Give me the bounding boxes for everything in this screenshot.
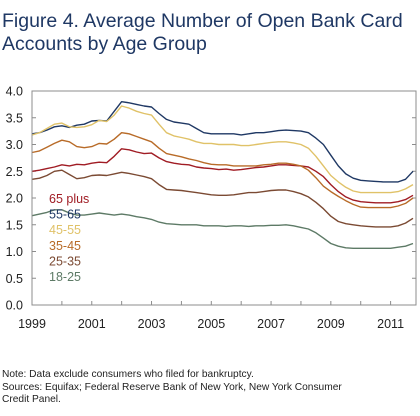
y-tick-label: 1.0 — [6, 245, 23, 259]
y-tick-label: 4.0 — [6, 85, 23, 99]
plot-series — [31, 100, 414, 250]
y-tick-label: 2.5 — [6, 165, 23, 179]
note-line-3: Credit Panel. — [2, 394, 61, 406]
x-tick-label: 2001 — [78, 317, 106, 331]
legend-label: 25-35 — [49, 254, 81, 268]
legend-label: 65 plus — [49, 192, 89, 206]
y-tick-label: 3.0 — [6, 138, 23, 152]
y-tick-label: 0.0 — [6, 299, 23, 313]
x-tick-label: 2007 — [257, 317, 285, 331]
series-line-35-45 — [31, 131, 414, 209]
plot-frame — [31, 90, 417, 306]
legend-label: 35-45 — [49, 239, 81, 253]
legend-label: 55-65 — [49, 208, 81, 222]
series-line-45-55 — [31, 105, 414, 194]
series-line-18-25 — [31, 209, 414, 250]
x-axis: 1999 2001 2003 2005 2007 2009 2011 — [18, 301, 404, 331]
x-tick-label: 2003 — [138, 317, 166, 331]
series-line-55-65 — [31, 100, 414, 183]
legend-label: 45-55 — [49, 223, 81, 237]
series-line-65-plus — [31, 148, 414, 204]
y-tick-label: 1.5 — [6, 218, 23, 232]
x-tick-label: 2009 — [317, 317, 345, 331]
y-tick-label: 2.0 — [6, 192, 23, 206]
x-tick-label: 1999 — [18, 317, 46, 331]
figure-title-line-1: Figure 4. Average Number of Open Bank Ca… — [2, 10, 403, 32]
x-tick-label: 2005 — [197, 317, 225, 331]
note-line-2: Sources: Equifax; Federal Reserve Bank o… — [2, 381, 342, 393]
series-line-25-35 — [31, 169, 414, 228]
note-line-1: Note: Data exclude consumers who filed f… — [2, 369, 254, 380]
y-tick-label: 0.5 — [6, 272, 23, 286]
figure-title-line-2: Accounts by Age Group — [2, 33, 207, 55]
y-tick-label: 3.5 — [6, 111, 23, 125]
legend-label: 18-25 — [49, 270, 81, 284]
figure-note: Note: Data exclude consumers who filed f… — [2, 369, 416, 407]
figure-title: Figure 4. Average Number of Open Bank Ca… — [2, 10, 412, 56]
x-tick-label: 2011 — [377, 317, 404, 331]
